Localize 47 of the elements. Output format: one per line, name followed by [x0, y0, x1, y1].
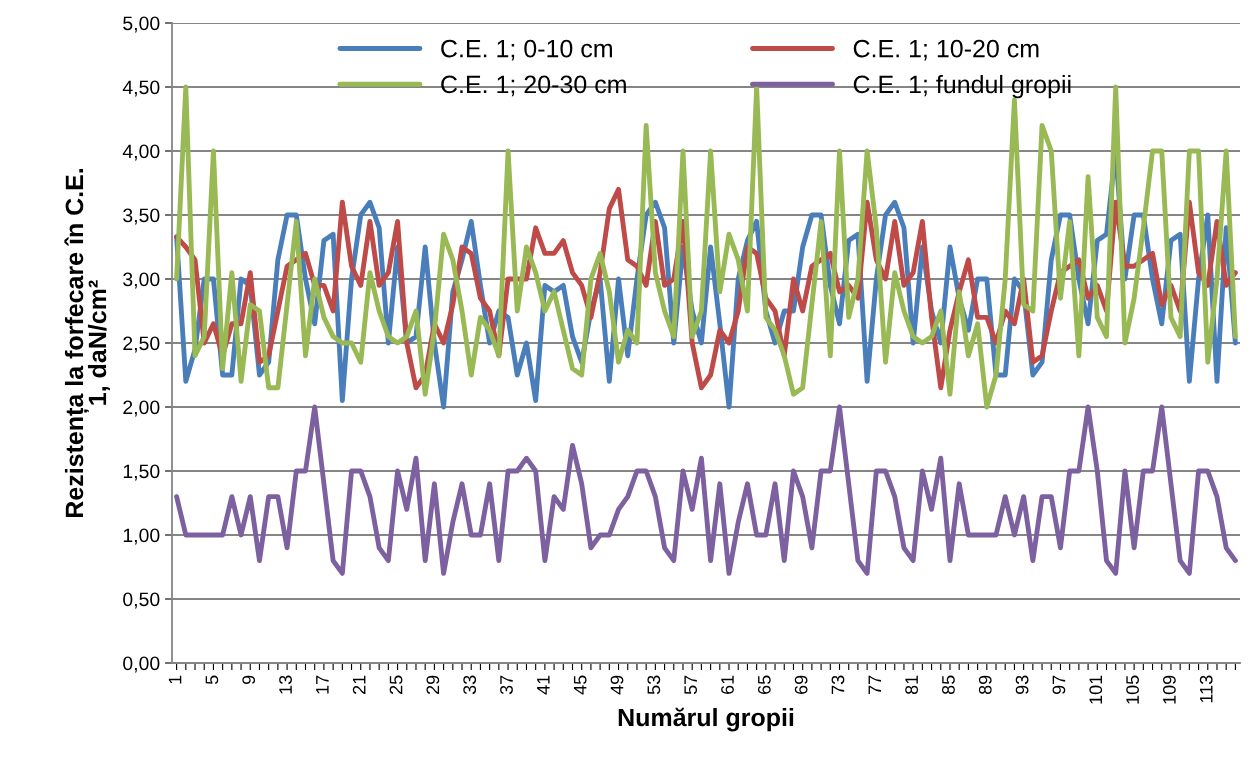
legend-label: C.E. 1; 20-30 cm: [441, 75, 626, 97]
x-tick-label: 1: [168, 675, 182, 684]
x-tick-label: 93: [1015, 675, 1029, 695]
x-tick-label: 101: [1089, 675, 1103, 704]
x-tick-label: 5: [205, 675, 219, 685]
x-tick-label: 61: [721, 675, 734, 694]
y-tick-label: 4,50: [122, 80, 160, 97]
legend-label: C.E. 1; fundul gropii: [853, 74, 1071, 99]
x-tick-label: 9: [242, 675, 256, 684]
x-tick-label: 25: [389, 675, 403, 694]
y-tick-label: 1,00: [123, 528, 160, 545]
x-axis-title: Numărul gropii: [618, 707, 794, 732]
x-tick-label: 17: [316, 675, 329, 694]
y-tick-label: 0,50: [123, 592, 160, 609]
y-tick-label: 1,50: [123, 464, 160, 481]
y-tick-label: 2,50: [123, 336, 160, 353]
x-tick-label: 29: [426, 675, 440, 694]
y-tick-label: 2,00: [123, 400, 160, 417]
x-tick-label: 69: [794, 675, 808, 694]
line-series: [174, 404, 1238, 576]
x-tick-label: 105: [1126, 675, 1139, 704]
x-tick-label: 81: [905, 675, 918, 695]
x-tick-label: 13: [279, 675, 292, 694]
y-tick-label: 3,00: [123, 272, 160, 289]
x-tick-label: 65: [757, 675, 771, 694]
y-tick-label: 5,00: [123, 16, 160, 33]
x-tick-label: 97: [1052, 675, 1066, 695]
x-tick-label: 33: [463, 675, 477, 695]
y-axis-title: Rezistența la forfecare în C.E. 1, daN/cm²: [64, 168, 110, 518]
x-tick-label: 85: [942, 675, 955, 695]
x-tick-label: 21: [352, 675, 366, 694]
x-tick-label: 45: [573, 675, 587, 695]
y-tick-label: 4,00: [122, 144, 160, 161]
x-tick-label: 37: [500, 675, 513, 695]
x-tick-label: 57: [684, 675, 698, 695]
x-tick-label: 109: [1163, 675, 1176, 704]
y-tick-label: 3,50: [123, 208, 160, 225]
legend-label: C.E. 1; 10-20 cm: [853, 39, 1039, 61]
x-tick-label: 53: [647, 675, 661, 695]
x-tick-label: 77: [868, 675, 881, 694]
legend-label: C.E. 1; 0-10 cm: [441, 39, 612, 61]
x-tick-label: 73: [831, 675, 845, 694]
x-tick-label: 49: [610, 675, 624, 695]
x-tick-label: 113: [1199, 675, 1213, 703]
y-tick-label: 0,00: [123, 656, 160, 673]
x-tick-label: 89: [978, 675, 992, 695]
x-tick-label: 41: [537, 675, 550, 695]
